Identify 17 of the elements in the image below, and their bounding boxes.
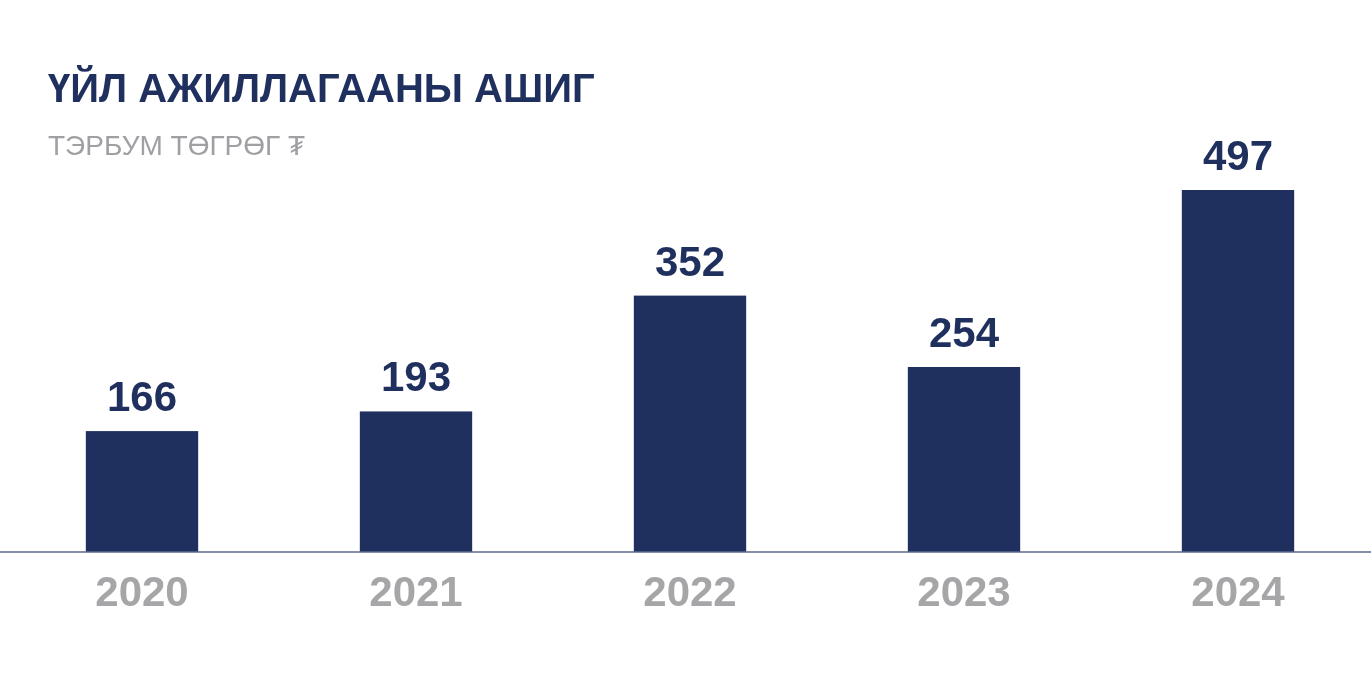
- bar: [1181, 190, 1295, 552]
- data-label: 352: [654, 237, 726, 285]
- bar: [85, 431, 199, 552]
- x-tick-label: 2020: [95, 568, 189, 615]
- x-tick-label: 2021: [369, 568, 463, 615]
- x-tick-label: 2023: [917, 568, 1011, 615]
- bar: [359, 411, 473, 552]
- data-label: 254: [928, 308, 1000, 356]
- x-tick-label: 2024: [1191, 568, 1286, 615]
- data-label: 497: [1202, 132, 1274, 179]
- chart-subtitle: ТЭРБУМ ТӨГРӨГ ₮: [48, 130, 306, 161]
- data-label: 166: [106, 373, 178, 421]
- bar: [907, 366, 1021, 552]
- bar: [633, 295, 747, 552]
- data-label: 193: [380, 353, 452, 401]
- chart-title: ҮЙЛ АЖИЛЛАГААНЫ АШИГ: [48, 65, 595, 110]
- x-tick-label: 2022: [643, 568, 737, 615]
